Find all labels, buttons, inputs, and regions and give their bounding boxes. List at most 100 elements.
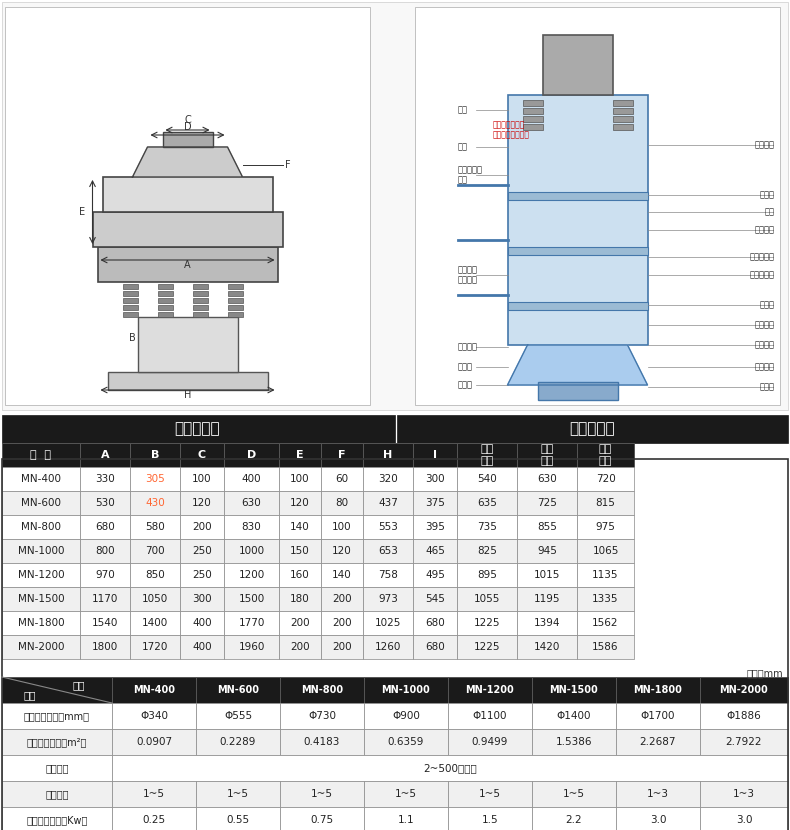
Bar [532,677,616,703]
Text: 一般结构图: 一般结构图 [569,422,615,437]
Bar [180,587,224,611]
Text: 有效筛分直径（mm）: 有效筛分直径（mm） [24,711,90,721]
Text: 1400: 1400 [142,618,168,628]
Bar [80,515,130,539]
Text: 二层
高度: 二层 高度 [540,444,554,466]
Text: MN-1000: MN-1000 [17,546,64,556]
Text: MN-600: MN-600 [217,685,259,695]
Bar [196,807,280,830]
Text: MN-1500: MN-1500 [550,685,598,695]
Bar [2,491,80,515]
Text: 300: 300 [192,594,212,604]
Text: MN-1200: MN-1200 [465,685,514,695]
Bar [224,635,279,659]
Bar [193,312,208,317]
Bar [130,563,180,587]
Text: 305: 305 [145,474,165,484]
Text: 1170: 1170 [92,594,118,604]
Text: 1225: 1225 [474,618,500,628]
Bar [364,781,448,807]
Text: 1420: 1420 [534,642,560,652]
Bar [532,807,616,830]
Bar [130,515,180,539]
Text: Φ555: Φ555 [224,711,252,721]
Bar [457,587,517,611]
Bar [130,467,180,491]
Text: E: E [80,207,85,217]
Text: 防尘盖: 防尘盖 [457,380,472,389]
Text: 1335: 1335 [592,594,619,604]
Text: 250: 250 [192,570,212,580]
Text: 700: 700 [145,546,165,556]
Text: 975: 975 [596,522,615,532]
Bar [457,635,517,659]
Bar [321,611,363,635]
Text: 1586: 1586 [592,642,619,652]
Text: 0.2289: 0.2289 [220,737,256,747]
Bar [80,563,130,587]
Polygon shape [133,147,243,177]
Bar [577,611,634,635]
Text: 0.9499: 0.9499 [472,737,508,747]
Bar [103,177,273,212]
Text: 橡胶球: 橡胶球 [760,300,775,310]
Bar [364,807,448,830]
Bar [122,305,137,310]
Text: 2~500目／吨: 2~500目／吨 [423,763,477,773]
Bar [448,703,532,729]
Bar [224,491,279,515]
Bar [2,781,112,807]
Bar [193,284,208,289]
Text: MN-1200: MN-1200 [17,570,64,580]
Bar [196,703,280,729]
Text: 630: 630 [242,498,261,508]
Text: 1562: 1562 [592,618,619,628]
Bar [363,491,413,515]
Bar [193,298,208,303]
Bar [577,515,634,539]
Text: 1.5: 1.5 [482,815,498,825]
Text: 200: 200 [192,522,212,532]
Bar [577,635,634,659]
Text: Φ1400: Φ1400 [557,711,591,721]
Bar [80,467,130,491]
Bar [157,312,172,317]
Text: 0.25: 0.25 [142,815,166,825]
Bar [321,515,363,539]
Bar [280,781,364,807]
Text: 945: 945 [537,546,557,556]
Bar [112,781,196,807]
Text: 1960: 1960 [239,642,265,652]
Text: 530: 530 [95,498,115,508]
Bar [532,729,616,755]
Text: 100: 100 [290,474,310,484]
Text: H: H [383,450,393,460]
Text: 1394: 1394 [534,618,560,628]
Bar [80,611,130,635]
Text: 375: 375 [425,498,445,508]
Text: 1800: 1800 [92,642,118,652]
Bar [321,443,363,467]
Text: Φ900: Φ900 [392,711,420,721]
Bar [616,807,700,830]
Bar [612,108,633,114]
Text: 辅助筛网: 辅助筛网 [755,340,775,349]
Bar [507,192,648,200]
Text: 635: 635 [477,498,497,508]
Text: 465: 465 [425,546,445,556]
Text: 弹簧: 弹簧 [457,143,468,152]
Text: 400: 400 [192,618,212,628]
Text: 1200: 1200 [239,570,265,580]
Bar [321,635,363,659]
Text: 有效筛分面积（m²）: 有效筛分面积（m²） [27,737,87,747]
Text: 140: 140 [290,522,310,532]
Text: C: C [184,115,191,125]
Bar [279,467,321,491]
Text: 运输用固定螺栓
试机时去掉！！！: 运输用固定螺栓 试机时去掉！！！ [492,120,529,139]
Bar [193,291,208,296]
Bar [107,372,268,390]
Bar [157,291,172,296]
Text: 400: 400 [242,474,261,484]
Bar [130,611,180,635]
Bar [415,7,780,405]
